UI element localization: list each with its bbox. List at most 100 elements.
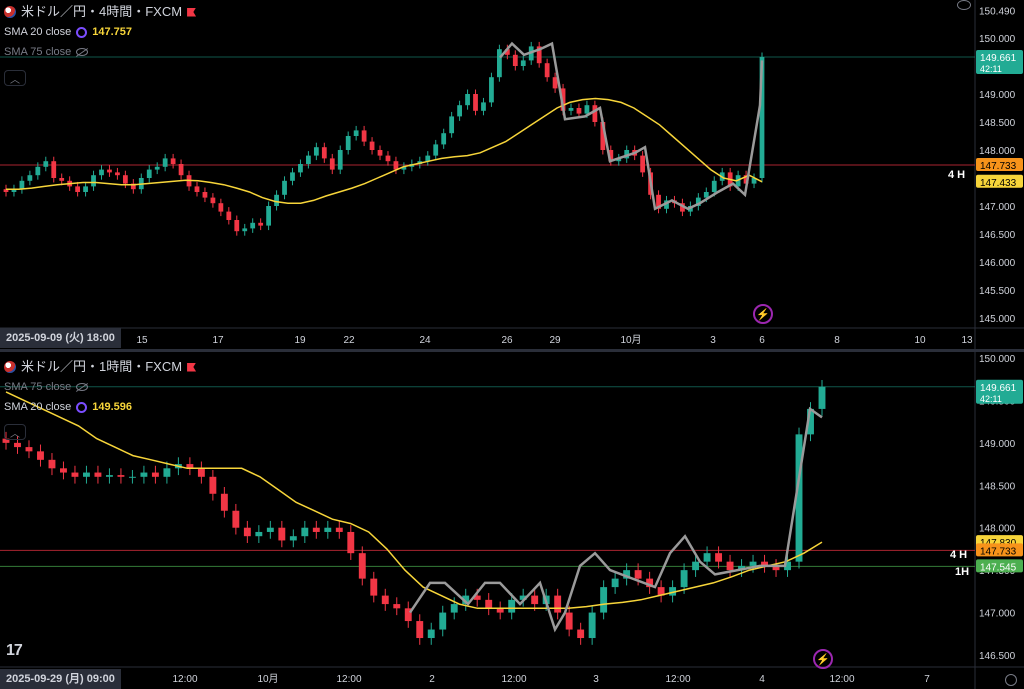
price-tick-label: 150.000 (979, 354, 1016, 365)
candle-body (278, 527, 286, 541)
candle-body (404, 608, 412, 622)
hidden-eye-icon[interactable] (76, 383, 89, 391)
candle-body (48, 459, 56, 469)
chart-pane-4h[interactable]: 150.490150.000149.500149.000148.500148.0… (0, 0, 1024, 350)
candle-body (568, 108, 574, 111)
candle-body (485, 599, 493, 609)
candle-body (324, 527, 332, 532)
price-tick-label: 146.500 (979, 651, 1016, 662)
lightning-event-icon[interactable]: ⚡ (753, 304, 773, 324)
candle-body (441, 133, 447, 145)
chart-canvas-1h[interactable]: 150.000149.500149.000148.500148.000147.5… (0, 352, 1024, 689)
candle-body (11, 189, 17, 192)
candle-body (519, 595, 527, 600)
hidden-eye-icon[interactable] (76, 48, 89, 56)
candle-body (170, 158, 176, 164)
time-tick-label: 12:00 (172, 674, 197, 685)
candle-body (250, 222, 256, 229)
candle-body (711, 180, 717, 192)
add-pane-icon[interactable] (957, 0, 971, 10)
time-tick-label: 7 (924, 674, 930, 685)
candle-body (71, 472, 79, 477)
legend-1h: 米ドル／円・1時間・FXCM SMA 75 close SMA 20 close… (4, 357, 197, 417)
candle-body (759, 56, 765, 178)
legend-title-row[interactable]: 米ドル／円・1時間・FXCM (4, 357, 197, 377)
flag-marker-icon[interactable] (187, 7, 197, 17)
legend-sma20[interactable]: SMA 20 close 149.596 (4, 397, 196, 417)
time-tick-label: 10月 (620, 334, 641, 346)
lightning-event-icon[interactable]: ⚡ (813, 649, 833, 669)
candle-body (43, 161, 49, 167)
price-badge (976, 49, 1023, 74)
candle-body (94, 472, 102, 477)
pane-separator[interactable] (0, 349, 1024, 352)
candle-body (234, 220, 240, 232)
price-tick-label: 148.500 (979, 481, 1016, 492)
candle-body (3, 189, 9, 192)
price-tick-label: 145.500 (979, 286, 1016, 297)
price-badge-time: 42:11 (980, 64, 1002, 74)
usd-jpy-flag-icon (4, 6, 16, 18)
sma20-settings-icon[interactable] (76, 26, 88, 38)
candle-body (321, 147, 327, 159)
symbol-title[interactable]: 米ドル／円・1時間・FXCM (21, 359, 183, 374)
candle-body (358, 553, 366, 579)
chart-canvas-4h[interactable]: 150.490150.000149.500149.000148.500148.0… (0, 0, 1024, 350)
candle-body (266, 206, 271, 226)
candle-body (657, 587, 665, 596)
candle-body (743, 175, 749, 184)
candle-body (37, 451, 44, 460)
legend-sma75[interactable]: SMA 75 close (4, 42, 196, 62)
candle-body (646, 578, 654, 588)
time-tick-label: 22 (343, 335, 355, 346)
candle-body (726, 561, 734, 571)
symbol-title[interactable]: 米ドル／円・4時間・FXCM (21, 4, 183, 19)
candle-body (117, 475, 125, 477)
chart-pane-1h[interactable]: 150.000149.500149.000148.500148.000147.5… (0, 352, 1024, 689)
candle-body (105, 475, 113, 477)
price-tick-label: 146.500 (979, 230, 1016, 241)
time-tick-label: 10 (914, 335, 926, 346)
candle-body (197, 468, 205, 477)
candle-body (536, 46, 542, 64)
candle-body (128, 476, 136, 478)
candle-body (140, 472, 148, 477)
candle-body (656, 194, 661, 209)
candle-body (481, 102, 486, 111)
candle-body (232, 510, 240, 528)
sma75-label: SMA 75 close (4, 46, 72, 58)
usd-jpy-flag-icon (4, 361, 16, 373)
collapse-legend-icon[interactable]: ︿ (4, 70, 26, 86)
legend-title-row[interactable]: 米ドル／円・4時間・FXCM (4, 2, 197, 22)
price-badge-time: 42:11 (980, 394, 1002, 404)
tradingview-logo[interactable]: 17 (6, 642, 23, 659)
candle-body (202, 192, 208, 198)
candle-body (738, 565, 745, 571)
candle-body (27, 175, 33, 181)
candle-body (130, 183, 136, 190)
candle-body (163, 468, 171, 477)
time-tick-label: 12:00 (501, 674, 526, 685)
candle-body (592, 105, 598, 122)
legend-sma20[interactable]: SMA 20 close 147.757 (4, 22, 196, 42)
time-tick-label: 15 (136, 335, 148, 346)
candle-body (416, 621, 424, 639)
sma20-value: 149.596 (92, 401, 133, 413)
candle-body (258, 222, 264, 226)
candle-body (370, 578, 378, 596)
legend-sma75[interactable]: SMA 75 close (4, 377, 196, 397)
candle-body (664, 200, 669, 209)
candle-body (450, 604, 458, 613)
candle-body (313, 147, 319, 156)
flag-marker-icon[interactable] (187, 362, 197, 372)
candle-body (473, 94, 478, 111)
sma20-settings-icon[interactable] (76, 401, 88, 413)
collapse-legend-icon[interactable]: ︿ (4, 424, 26, 440)
chart-settings-icon[interactable] (1005, 674, 1017, 686)
time-tick-label: 3 (593, 674, 599, 685)
candle-body (818, 386, 826, 409)
candle-body (335, 527, 343, 532)
candle-body (381, 595, 389, 605)
price-tick-label: 147.000 (979, 609, 1016, 620)
candle-body (449, 116, 455, 134)
